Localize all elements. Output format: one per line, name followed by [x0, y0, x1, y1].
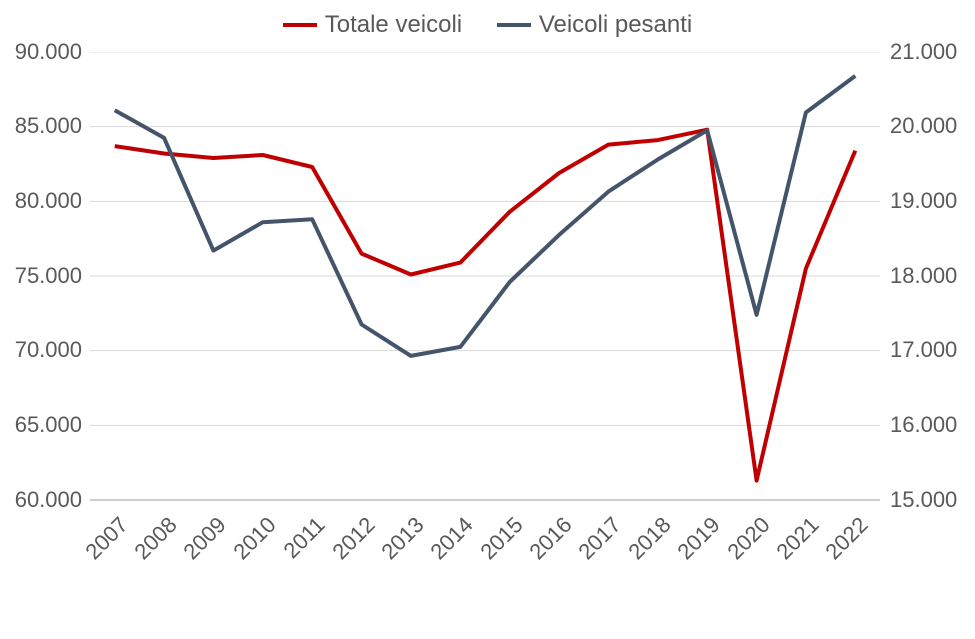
- legend-swatch: [497, 23, 531, 27]
- y-axis-left-tick-label: 75.000: [2, 263, 82, 289]
- legend-swatch: [283, 23, 317, 27]
- x-axis-tick-label: 2007: [72, 512, 133, 573]
- series-line: [115, 76, 856, 356]
- legend-item-veicoli-pesanti: Veicoli pesanti: [497, 11, 692, 39]
- y-axis-right-tick-label: 17.000: [890, 337, 970, 363]
- y-axis-left-tick-label: 85.000: [2, 113, 82, 139]
- x-axis-tick-label: 2010: [220, 512, 281, 573]
- y-axis-left-tick-label: 65.000: [2, 412, 82, 438]
- x-axis-tick-label: 2020: [714, 512, 775, 573]
- y-axis-right-tick-label: 15.000: [890, 487, 970, 513]
- x-axis-tick-label: 2022: [813, 512, 874, 573]
- y-axis-right-tick-label: 21.000: [890, 39, 970, 65]
- x-axis-tick-label: 2008: [122, 512, 183, 573]
- legend-label: Veicoli pesanti: [539, 11, 692, 39]
- series-line: [115, 130, 856, 481]
- x-axis-tick-label: 2021: [764, 512, 825, 573]
- x-axis-tick-label: 2017: [566, 512, 627, 573]
- x-axis-tick-label: 2012: [319, 512, 380, 573]
- x-axis-tick-label: 2015: [467, 512, 528, 573]
- legend-label: Totale veicoli: [325, 11, 462, 39]
- y-axis-right-tick-label: 19.000: [890, 188, 970, 214]
- x-axis-tick-label: 2009: [171, 512, 232, 573]
- x-axis-tick-label: 2019: [665, 512, 726, 573]
- y-axis-left-tick-label: 70.000: [2, 337, 82, 363]
- x-axis-tick-label: 2016: [517, 512, 578, 573]
- plot-area: [90, 52, 882, 502]
- y-axis-right-tick-label: 18.000: [890, 263, 970, 289]
- y-axis-right-tick-label: 16.000: [890, 412, 970, 438]
- y-axis-left-tick-label: 80.000: [2, 188, 82, 214]
- y-axis-left-tick-label: 60.000: [2, 487, 82, 513]
- x-axis-tick-label: 2013: [369, 512, 430, 573]
- x-axis-tick-label: 2011: [270, 512, 331, 573]
- x-axis-tick-label: 2014: [418, 512, 479, 573]
- legend-item-totale-veicoli: Totale veicoli: [283, 11, 462, 39]
- dual-axis-line-chart: Totale veicoli Veicoli pesanti 60.000 65.…: [0, 0, 975, 639]
- y-axis-left-tick-label: 90.000: [2, 39, 82, 65]
- legend: Totale veicoli Veicoli pesanti: [0, 6, 975, 39]
- x-axis-tick-label: 2018: [615, 512, 676, 573]
- y-axis-right-tick-label: 20.000: [890, 113, 970, 139]
